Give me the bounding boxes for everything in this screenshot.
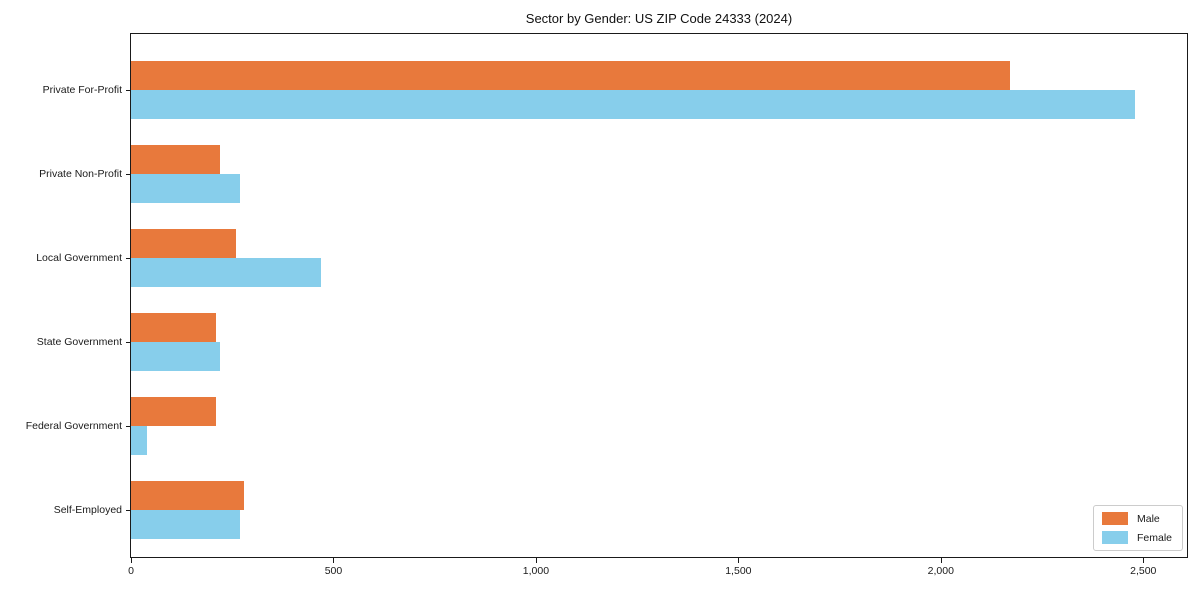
x-tick-mark — [738, 558, 740, 563]
x-tick-label-0: 0 — [128, 565, 134, 577]
chart-title: Sector by Gender: US ZIP Code 24333 (202… — [525, 11, 793, 26]
bar-male-federal-government — [131, 397, 217, 426]
x-tick-label-2500: 2,500 — [1130, 565, 1157, 577]
bar-female-self-employed — [131, 510, 241, 539]
y-tick-mark — [126, 174, 130, 175]
legend-swatch-female — [1101, 531, 1128, 544]
bar-male-local-government — [131, 229, 237, 258]
y-tick-mark — [126, 426, 130, 427]
x-tick-mark — [131, 558, 132, 563]
x-tick-mark — [535, 558, 537, 563]
y-tick-mark — [126, 90, 130, 91]
legend-item-female: Female — [1101, 531, 1172, 544]
bar-male-private-non-profit — [131, 145, 221, 174]
bar-female-private-for-profit — [131, 90, 1136, 119]
bar-male-state-government — [131, 313, 217, 342]
bar-female-local-government — [131, 258, 322, 287]
y-tick-label-federal-government: Federal Government — [25, 420, 122, 432]
y-tick-mark — [126, 342, 130, 343]
bar-male-self-employed — [131, 481, 245, 510]
bar-female-private-non-profit — [131, 174, 241, 203]
y-tick-label-self-employed: Self-Employed — [53, 504, 122, 516]
bar-male-private-for-profit — [131, 61, 1010, 90]
x-tick-label-500: 500 — [324, 565, 343, 577]
x-tick-mark — [1143, 558, 1145, 563]
x-tick-label-1000: 1,000 — [522, 565, 550, 577]
x-tick-mark — [333, 558, 335, 563]
legend-item-male: Male — [1101, 512, 1172, 525]
y-tick-mark — [126, 510, 130, 511]
x-tick-mark — [940, 558, 942, 563]
bar-female-state-government — [131, 342, 221, 371]
y-tick-mark — [126, 258, 130, 259]
y-tick-label-state-government: State Government — [36, 336, 122, 348]
y-tick-label-local-government: Local Government — [36, 252, 122, 264]
legend: Male Female — [1092, 505, 1183, 551]
bar-female-federal-government — [131, 426, 148, 455]
x-tick-label-1500: 1,500 — [725, 565, 752, 577]
plot-area: Private For-Profit Private Non-Profit Loca… — [26, 33, 1188, 577]
y-tick-label-private-non-profit: Private Non-Profit — [39, 168, 122, 180]
x-tick-label-2000: 2,000 — [927, 565, 954, 577]
legend-swatch-male — [1101, 512, 1128, 525]
y-tick-label-private-for-profit: Private For-Profit — [42, 84, 122, 96]
legend-label-female: Female — [1136, 531, 1172, 544]
legend-label-male: Male — [1136, 512, 1160, 525]
